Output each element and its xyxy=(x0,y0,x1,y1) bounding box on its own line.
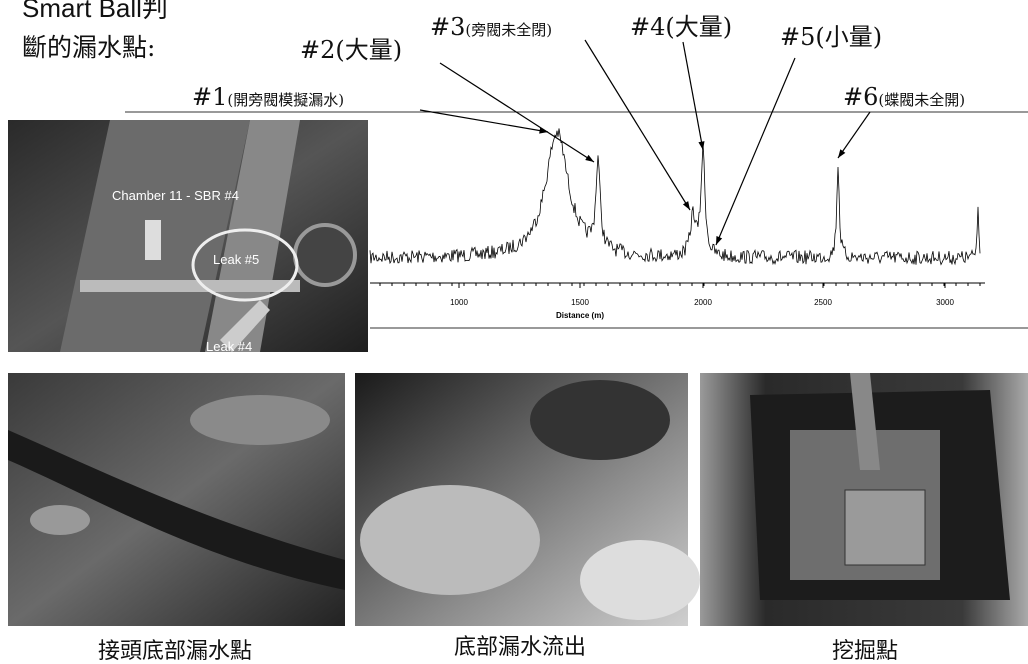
map-label: Chamber 11 - SBR #4 xyxy=(112,188,239,203)
leak-label: #2(大量) xyxy=(300,36,402,64)
photo-caption: 挖掘點 xyxy=(832,639,898,664)
leak-arrow xyxy=(439,62,595,163)
leak-id: #6 xyxy=(843,83,878,111)
leak-id: #2 xyxy=(300,36,335,64)
x-tick-label: 3000 xyxy=(936,298,954,307)
leak-id: #3 xyxy=(430,13,465,41)
map-label: Leak #5 xyxy=(213,252,259,267)
leak-id: #5 xyxy=(780,23,815,51)
leak-note: (蝶閥未全開) xyxy=(878,91,965,109)
signal-chart: Distance (m) 1000 1500 2000 2500 3000 xyxy=(369,128,985,320)
x-tick-label: 1500 xyxy=(571,298,589,307)
x-tick-label: 2000 xyxy=(694,298,712,307)
leak-label: #3(旁閥未全閉) xyxy=(430,13,552,41)
arrow-head xyxy=(585,154,594,162)
x-tick-label: 1000 xyxy=(450,298,468,307)
leak-arrow xyxy=(682,41,704,151)
leak-note: (旁閥未全閉) xyxy=(465,21,552,39)
leak-arrow xyxy=(837,111,871,159)
map-label: Leak #4 xyxy=(206,339,252,354)
photo xyxy=(700,373,1028,626)
arrow-head xyxy=(539,127,548,134)
leak-label: #4(大量) xyxy=(630,13,732,41)
leak-note: (開旁閥模擬漏水) xyxy=(227,91,344,109)
map-photo: Chamber 11 - SBR #4 Leak #5 Leak #4 xyxy=(8,120,368,354)
leak-label: #6(蝶閥未全開) xyxy=(843,83,965,111)
leak-note: (小量) xyxy=(815,23,882,51)
title-line: 斷的漏水點: xyxy=(22,33,155,62)
leak-label: #1(開旁閥模擬漏水) xyxy=(192,83,344,111)
leak-id: #4 xyxy=(630,13,665,41)
leak-note: (大量) xyxy=(335,36,402,64)
signal-trace xyxy=(369,128,981,266)
photo-caption: 接頭底部漏水點 xyxy=(98,639,252,664)
photo xyxy=(355,373,700,626)
arrow-head xyxy=(838,149,846,158)
arrow-head xyxy=(716,236,723,245)
leak-arrow xyxy=(715,57,796,246)
photo xyxy=(8,373,345,626)
leak-labels: #1(開旁閥模擬漏水)#2(大量)#3(旁閥未全閉) #4(大量) #5(小量)#6… xyxy=(192,13,965,246)
x-tick-label: 2500 xyxy=(814,298,832,307)
leak-arrow xyxy=(584,39,691,211)
x-axis-label: Distance (m) xyxy=(556,311,604,320)
leak-label: #5(小量) xyxy=(780,23,882,51)
title-line: Smart Ball判 xyxy=(22,0,168,23)
photo-caption: 底部漏水流出 xyxy=(454,635,586,660)
arrow-head xyxy=(698,141,705,150)
arrow-head xyxy=(682,201,690,210)
leak-arrow xyxy=(419,109,549,133)
leak-id: #1 xyxy=(192,83,227,111)
leak-note: (大量) xyxy=(665,13,732,41)
